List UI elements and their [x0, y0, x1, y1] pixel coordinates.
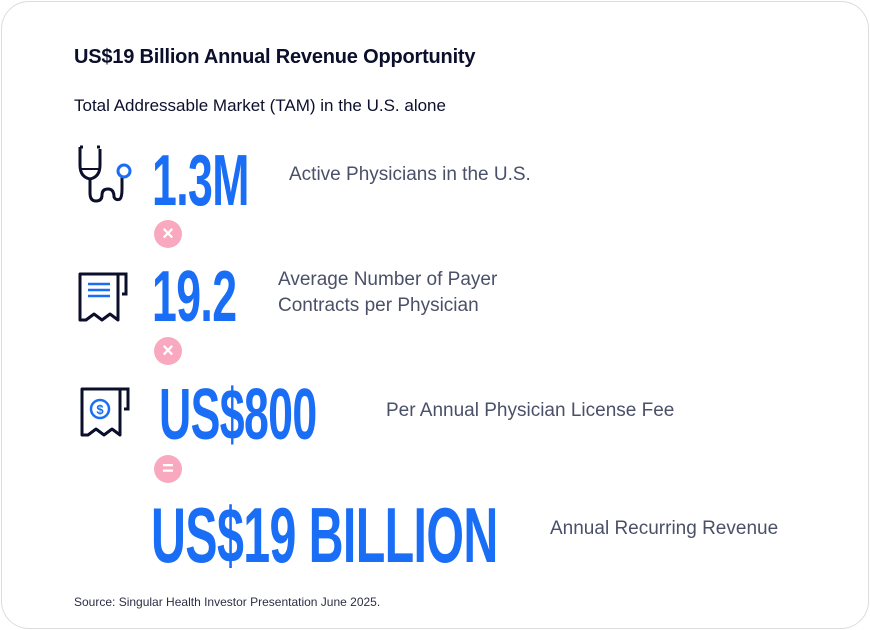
contracts-label-line1: Average Number of Payer — [278, 269, 498, 290]
stethoscope-icon — [78, 145, 132, 203]
dollar-receipt-icon: $ — [80, 387, 130, 437]
card-title: US$19 Billion Annual Revenue Opportunity — [74, 46, 476, 68]
total-revenue-label: Annual Recurring Revenue — [550, 518, 779, 539]
physicians-value: 1.3M — [152, 141, 249, 221]
svg-text:$: $ — [96, 402, 104, 417]
physicians-label: Active Physicians in the U.S. — [289, 164, 531, 185]
total-revenue-value: US$19 BILLION — [151, 491, 498, 579]
equals-operator: = — [154, 455, 182, 483]
contracts-label-line2: Contracts per Physician — [278, 295, 479, 316]
card-subtitle: Total Addressable Market (TAM) in the U.… — [74, 96, 446, 115]
license-fee-label: Per Annual Physician License Fee — [386, 400, 675, 421]
contracts-value: 19.2 — [152, 257, 237, 337]
multiply-operator: × — [154, 337, 182, 365]
source-note: Source: Singular Health Investor Present… — [74, 595, 381, 609]
receipt-icon — [78, 272, 128, 322]
license-fee-value: US$800 — [159, 375, 317, 455]
multiply-operator: × — [154, 220, 182, 248]
contracts-label: Average Number of Payer Contracts per Ph… — [278, 267, 497, 319]
